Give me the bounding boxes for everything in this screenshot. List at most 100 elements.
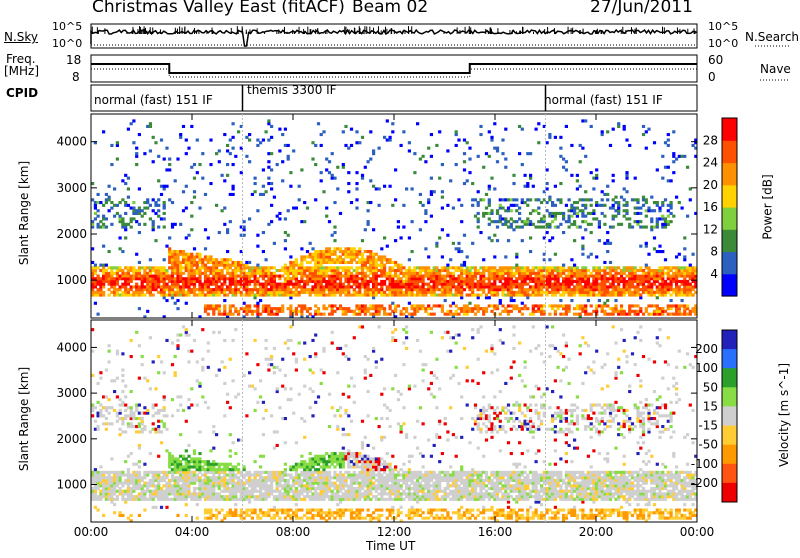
- power-panel-cell: [229, 275, 232, 278]
- power-panel-cell: [174, 223, 177, 226]
- power-panel-cell: [149, 283, 152, 286]
- power-panel-cell: [278, 291, 281, 294]
- power-panel-cell: [339, 275, 342, 278]
- power-panel-cell: [656, 296, 659, 299]
- power-panel-cell: [590, 231, 593, 234]
- power-panel-cell: [551, 236, 554, 239]
- power-panel-cell: [300, 304, 303, 307]
- power-panel-cell: [658, 269, 661, 272]
- velocity-panel-cell: [108, 498, 111, 501]
- power-panel-cell: [265, 294, 268, 297]
- power-panel-cell: [400, 236, 403, 239]
- power-panel-cell: [190, 201, 193, 204]
- power-panel-cell: [592, 288, 595, 291]
- power-panel-cell: [226, 231, 229, 234]
- power-panel-cell: [584, 155, 587, 158]
- power-panel-cell: [512, 266, 515, 269]
- power-panel-cell: [174, 283, 177, 286]
- power-panel-cell: [218, 160, 221, 163]
- power-panel-cell: [229, 291, 232, 294]
- power-panel-cell: [501, 139, 504, 142]
- power-panel-cell: [262, 277, 265, 280]
- power-panel-cell: [116, 144, 119, 147]
- power-panel-cell: [331, 283, 334, 286]
- power-panel-cell: [537, 283, 540, 286]
- power-panel-cell: [658, 209, 661, 212]
- power-panel-cell: [215, 258, 218, 261]
- velocity-panel-cell: [157, 471, 160, 474]
- power-panel-cell: [471, 310, 474, 313]
- power-panel-cell: [653, 280, 656, 283]
- power-panel-cell: [614, 269, 617, 272]
- power-panel-cell: [683, 275, 686, 278]
- power-panel-cell: [463, 234, 466, 237]
- power-panel-cell: [355, 313, 358, 316]
- power-panel-cell: [606, 313, 609, 316]
- power-panel-cell: [664, 291, 667, 294]
- power-panel-cell: [355, 255, 358, 258]
- velocity-panel-cell: [179, 468, 182, 471]
- power-panel-cell: [617, 223, 620, 226]
- power-panel-cell: [658, 266, 661, 269]
- power-panel-cell: [355, 269, 358, 272]
- power-panel-ytick-label: 4000: [56, 135, 87, 149]
- power-panel-cell: [289, 313, 292, 316]
- power-panel-cell: [521, 302, 524, 305]
- power-panel-cell: [198, 163, 201, 166]
- power-panel-cell: [664, 258, 667, 261]
- power-panel-cell: [617, 201, 620, 204]
- power-panel-cell: [397, 226, 400, 229]
- velocity-panel-cell: [113, 492, 116, 495]
- power-panel-cell: [441, 275, 444, 278]
- power-panel-cell: [353, 310, 356, 313]
- power-panel-cell: [573, 280, 576, 283]
- power-panel-cell: [375, 307, 378, 310]
- velocity-panel-cell: [209, 479, 212, 482]
- power-panel-cell: [364, 304, 367, 307]
- velocity-panel-cell: [193, 498, 196, 501]
- power-panel-cell: [455, 130, 458, 133]
- power-panel-cell: [562, 264, 565, 267]
- power-panel-cell: [518, 212, 521, 215]
- power-panel-cell: [427, 255, 430, 258]
- power-panel-cell: [435, 245, 438, 248]
- velocity-panel-cell: [121, 495, 124, 498]
- power-panel-cell: [171, 226, 174, 229]
- power-panel-cell: [614, 275, 617, 278]
- velocity-panel-cell: [174, 482, 177, 485]
- power-panel-cell: [270, 280, 273, 283]
- power-panel-cell: [634, 212, 637, 215]
- power-panel-cell: [121, 223, 124, 226]
- velocity-panel-cell: [174, 460, 177, 463]
- velocity-panel-cell: [160, 441, 163, 444]
- power-panel-cell: [152, 280, 155, 283]
- power-panel-cell: [182, 288, 185, 291]
- power-panel-cell: [209, 294, 212, 297]
- velocity-panel-cell: [138, 425, 141, 428]
- power-panel-cell: [182, 261, 185, 264]
- velocity-panel-cell: [193, 339, 196, 342]
- velocity-panel-cell: [163, 398, 166, 401]
- power-panel-cell: [127, 272, 130, 275]
- power-panel-cell: [413, 313, 416, 316]
- power-panel-cell: [504, 158, 507, 161]
- power-panel-cell: [270, 277, 273, 280]
- power-panel-cell: [204, 193, 207, 196]
- power-panel-cell: [361, 258, 364, 261]
- power-panel-cell: [232, 313, 235, 316]
- velocity-panel-cell: [160, 487, 163, 490]
- velocity-panel-cell: [198, 468, 201, 471]
- velocity-panel-cell: [113, 471, 116, 474]
- power-panel-cell: [515, 269, 518, 272]
- power-panel-cell: [642, 285, 645, 288]
- power-panel-cell: [237, 130, 240, 133]
- power-panel-cell: [460, 310, 463, 313]
- power-panel-cell: [322, 304, 325, 307]
- power-panel-cell: [380, 288, 383, 291]
- power-panel-cell: [551, 285, 554, 288]
- power-panel-cell: [576, 313, 579, 316]
- power-panel-cell: [97, 209, 100, 212]
- power-panel-cell: [623, 204, 626, 207]
- power-panel-cell: [331, 291, 334, 294]
- power-panel-cell: [209, 266, 212, 269]
